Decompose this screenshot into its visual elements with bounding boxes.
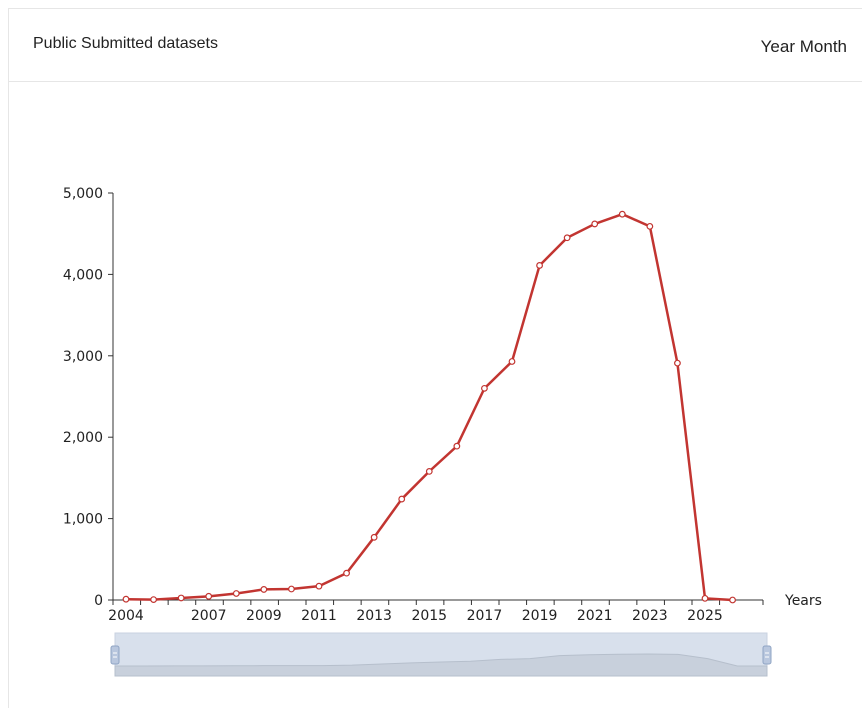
chart-card: Public Submitted datasets Year Month	[8, 8, 862, 708]
y-tick-label: 3,000	[63, 349, 103, 365]
x-tick-label: 2025	[687, 608, 723, 624]
y-tick-label: 2,000	[63, 430, 103, 446]
card-title: Public Submitted datasets	[33, 35, 218, 52]
data-point	[425, 467, 433, 475]
data-point	[674, 359, 681, 367]
zoom-slider-preview	[114, 653, 768, 677]
data-point	[122, 595, 130, 603]
x-tick-label: 2015	[411, 608, 447, 624]
data-point	[315, 582, 323, 590]
card-header: Public Submitted datasets Year Month	[9, 9, 862, 82]
data-point	[150, 596, 157, 603]
zoom-handle-right[interactable]	[762, 645, 772, 665]
data-point	[398, 495, 406, 503]
x-axis-label: Years	[784, 593, 822, 609]
data-point	[591, 220, 599, 228]
x-tick-label: 2011	[301, 608, 337, 624]
x-tick-label: 2023	[632, 608, 668, 624]
data-point	[370, 533, 378, 541]
y-tick-label: 0	[94, 593, 103, 609]
x-tick-label: 2019	[522, 608, 558, 624]
data-point	[205, 592, 213, 600]
data-point	[563, 234, 571, 242]
data-point	[453, 442, 461, 450]
x-tick-label: 2009	[246, 608, 282, 624]
data-point	[729, 596, 736, 604]
data-point	[618, 210, 626, 218]
y-tick-label: 1,000	[63, 512, 103, 528]
data-point	[177, 594, 185, 602]
data-point	[260, 586, 268, 593]
data-point	[481, 384, 488, 392]
data-point	[232, 590, 240, 597]
x-tick-label: 2013	[356, 608, 392, 624]
period-toggle: Year Month	[761, 37, 847, 57]
series-line	[125, 212, 733, 602]
zoom-handle-left[interactable]	[110, 645, 120, 665]
x-tick-label: 2007	[191, 608, 227, 624]
x-tick-label: 2017	[467, 608, 503, 624]
y-tick-label: 5,000	[63, 186, 103, 202]
data-point	[288, 585, 295, 593]
x-tick-label: 2021	[577, 608, 613, 624]
data-point	[536, 262, 543, 269]
data-point	[508, 358, 516, 365]
toggle-month-button[interactable]: Month	[799, 37, 847, 56]
toggle-year-button[interactable]: Year	[760, 37, 796, 56]
x-tick-label: 2004	[108, 608, 144, 624]
y-tick-label: 4,000	[63, 267, 103, 283]
data-point	[343, 569, 350, 577]
data-point	[646, 222, 654, 230]
data-point	[701, 594, 709, 602]
